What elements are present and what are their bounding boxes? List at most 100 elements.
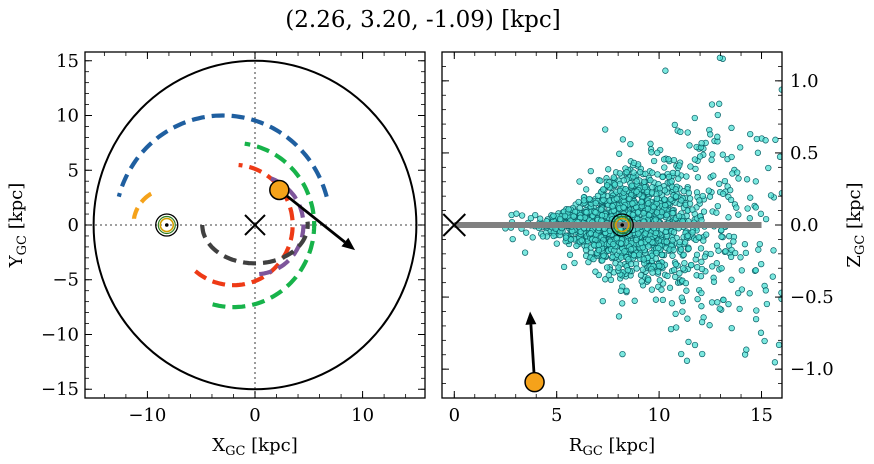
star-point [700,237,707,244]
star-point [650,203,657,211]
star-point [673,324,680,331]
star-point [640,210,647,217]
star-point [669,169,677,177]
star-point [700,208,708,215]
y-tick-label: 0.0 [790,215,819,236]
star-point [767,192,775,199]
star-point [647,140,654,147]
star-point [756,240,763,248]
star-point [772,136,779,143]
star-point [586,195,593,203]
star-point [662,67,669,74]
star-point [684,315,691,322]
y-tick-label: 15 [56,51,79,72]
star-point [592,209,599,216]
star-point [720,296,727,304]
star-point [649,269,656,276]
star-point [761,337,768,345]
star-point [669,237,676,244]
star-point [650,157,658,165]
star-point [747,130,754,138]
right-ticks: 0 5 10 15 −1.0 −0.5 0.0 0.5 1.0 [442,51,834,426]
star-point [713,260,720,267]
star-point [652,296,660,303]
star-point [707,250,714,258]
star-point [624,267,632,274]
y-tick-label: −1.0 [790,359,834,380]
star-point [649,169,656,176]
sun-outer-ring [610,213,634,237]
star-point [676,270,683,277]
star-point [770,247,777,254]
x-tick-label: 10 [351,405,374,426]
left-panel: −10 0 10 −15 −10 −5 0 5 10 15 XGC [kpc] YGC [kpc] [6,51,426,459]
star-point [696,153,704,160]
x-tick-label: 0 [449,405,460,426]
star-point [743,346,750,353]
star-point [661,164,668,171]
star-point [736,305,743,313]
star-point [662,228,669,236]
star-point [721,177,729,185]
star-point [532,211,539,219]
star-point [708,101,716,108]
star-point [678,350,685,358]
star-point [738,267,745,274]
star-point [716,54,724,61]
star-point [735,289,742,297]
star-point [662,201,669,209]
star-point [628,182,635,189]
star-point [672,273,679,281]
star-point [627,246,635,253]
star-point [695,234,702,241]
galactic-center-marker-b [442,213,466,237]
star-point [630,252,638,259]
star-point [629,200,636,207]
star-point [634,209,642,216]
star-point [647,177,654,184]
star-point [595,247,603,254]
star-point [595,241,602,249]
star-scatter [502,54,782,366]
sun-green-ring [613,215,632,235]
star-point [621,248,628,255]
star-point [708,299,716,306]
star-point [757,329,765,336]
sun-yellow-ring [614,217,630,233]
star-point [672,310,679,318]
star-point [678,197,685,204]
star-point [637,272,645,279]
star-point [722,248,729,255]
star-point [648,149,655,156]
star-point [672,261,679,268]
star-point [640,256,647,263]
star-point [666,284,674,291]
star-point [603,264,611,271]
star-point [518,212,526,219]
sun-center-dot [164,223,169,227]
star-point [668,300,676,307]
star-point [665,156,672,163]
star-point [683,357,691,364]
star-point [561,212,569,220]
star-point [616,170,624,177]
star-point [642,170,649,177]
star-point [677,128,684,136]
right-x-axis-label: RGC [kpc] [569,435,655,459]
x-tick-label: −10 [128,405,166,426]
y-tick-label: 10 [56,106,79,127]
star-point [758,260,765,268]
star-point [630,169,637,176]
star-point [691,114,698,122]
star-point [654,268,662,275]
left-plot-area [85,52,425,398]
star-point [636,251,643,258]
star-point [633,265,640,272]
star-point [615,313,623,320]
star-point [752,315,760,323]
star-point [583,186,590,193]
velocity-arrow-head [525,311,537,325]
star-point [683,287,690,294]
star-point [709,151,716,158]
